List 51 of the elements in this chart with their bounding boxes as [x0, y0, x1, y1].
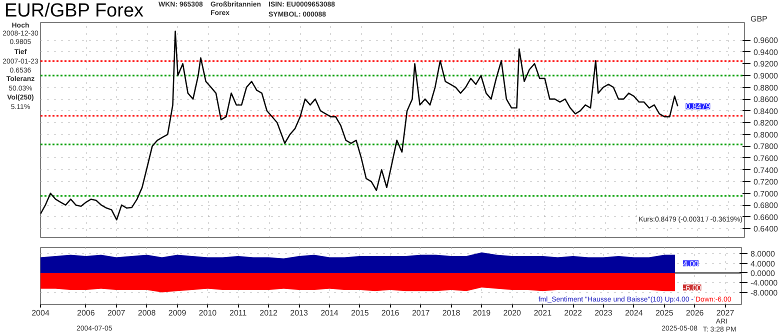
y-tick-label: 0.9600	[754, 36, 779, 46]
x-tick-label: 2014	[320, 308, 339, 318]
y-tick-label: 0.7800	[754, 142, 779, 152]
y-tick-label: 0.8000	[754, 130, 779, 140]
y-tick-label: -8.0000	[750, 288, 778, 298]
chart-title: EUR/GBP Forex	[4, 0, 144, 22]
x-tick-label: 2011	[230, 308, 248, 318]
x-tick-label: 2015	[351, 308, 370, 318]
y-tick-label: 0.0000	[750, 268, 776, 278]
x-tick-label: 2004	[32, 308, 50, 318]
annotation: 4.00	[682, 259, 700, 268]
x-tick-label: 2023	[594, 308, 613, 318]
x-tick-label: 2017	[412, 308, 430, 318]
y-tick-label: 0.7400	[754, 166, 779, 175]
y-tick-label: 0.8400	[754, 106, 779, 116]
x-tick-label: 2012	[260, 308, 278, 318]
y-tick-label: 0.9000	[754, 72, 779, 81]
x-tick-label: 2019	[472, 308, 492, 318]
y-tick-label: -4.0000	[750, 278, 778, 288]
x-tick-label: 2021	[534, 308, 552, 318]
x-tick-label: 2009	[168, 308, 187, 318]
x-tick-label: 2010	[198, 308, 218, 318]
x-tick-label: 2026	[686, 308, 704, 318]
x-tick-label: 2022	[564, 308, 582, 318]
y-tick-label: 8.0000	[750, 250, 776, 259]
y-tick-label: 0.8200	[754, 118, 779, 128]
y-tick-label: 0.9400	[754, 48, 779, 57]
y-tick-label: 0.7600	[754, 154, 779, 163]
x-tick-label: 2006	[77, 308, 96, 318]
y-tick-label: 4.0000	[750, 259, 776, 268]
x-tick-label: 2016	[381, 308, 400, 318]
x-tick-label: 2008	[138, 308, 156, 318]
y-tick-label: 0.7000	[754, 189, 779, 198]
x-tick-label: 2024	[624, 308, 644, 318]
x-tick-label: 2013	[290, 308, 309, 318]
annotation: 0.8479	[686, 102, 711, 112]
x-tick-label: 2020	[503, 308, 522, 318]
x-tick-label: 2027	[716, 308, 735, 318]
x-tick-label: 2007	[107, 308, 126, 318]
annotation: -6.00	[682, 284, 702, 293]
y-axis-title: GBP	[750, 14, 768, 24]
x-tick-label: 2018	[442, 308, 461, 318]
y-tick-label: 0.6800	[754, 201, 779, 210]
y-tick-label: 0.7200	[754, 178, 779, 187]
y-tick-label: 0.9200	[754, 60, 779, 69]
y-tick-label: 0.8800	[754, 83, 779, 92]
y-tick-label: 0.6600	[754, 212, 779, 222]
y-tick-label: 0.8600	[754, 95, 779, 104]
y-tick-label: 0.6400	[754, 224, 779, 234]
x-tick-label: 2025	[656, 308, 674, 318]
line-series	[40, 30, 678, 220]
